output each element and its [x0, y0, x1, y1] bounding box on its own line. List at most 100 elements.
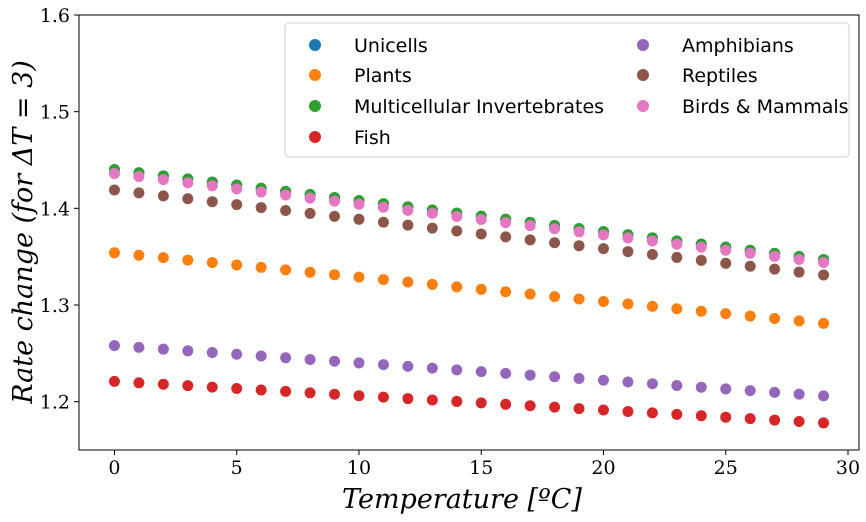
point-amphibians-26	[744, 385, 756, 397]
point-fish-1	[133, 377, 145, 389]
x-tick-label-25: 25	[714, 457, 738, 479]
point-fish-7	[280, 385, 292, 397]
point-plants-17	[524, 288, 536, 300]
point-fish-20	[597, 404, 609, 416]
point-birds-and-mammals-7	[280, 189, 292, 201]
point-amphibians-12	[402, 360, 414, 372]
point-plants-3	[182, 254, 194, 266]
x-tick-label-30: 30	[836, 457, 860, 479]
point-birds-and-mammals-23	[671, 238, 683, 250]
point-fish-25	[720, 411, 732, 423]
point-birds-and-mammals-21	[622, 232, 634, 244]
y-axis-ticks: 1.2 1.3 1.4 1.5 1.6	[40, 5, 79, 414]
point-reptiles-12	[402, 219, 414, 231]
point-amphibians-21	[622, 376, 634, 388]
point-reptiles-1	[133, 187, 145, 199]
x-axis-ticks: 0 5 10 15 20 25 30	[108, 450, 860, 479]
point-amphibians-17	[524, 369, 536, 381]
point-reptiles-8	[304, 207, 316, 219]
point-amphibians-2	[157, 343, 169, 355]
point-fish-14	[451, 395, 463, 407]
point-fish-12	[402, 393, 414, 405]
point-amphibians-23	[671, 379, 683, 391]
point-plants-24	[695, 305, 707, 317]
point-fish-21	[622, 405, 634, 417]
point-amphibians-22	[646, 378, 658, 390]
point-plants-20	[597, 295, 609, 307]
point-birds-and-mammals-15	[475, 214, 487, 226]
point-reptiles-28	[793, 266, 805, 278]
legend-box	[284, 22, 850, 158]
point-reptiles-24	[695, 254, 707, 266]
legend: Unicells Plants Multicellular Invertebrate…	[284, 22, 850, 158]
y-tick-label-1.5: 1.5	[40, 102, 70, 124]
point-amphibians-18	[549, 371, 561, 383]
y-tick-label-1.2: 1.2	[40, 392, 70, 414]
point-fish-10	[353, 390, 365, 402]
point-plants-23	[671, 303, 683, 315]
point-amphibians-20	[597, 374, 609, 386]
series-amphibians	[108, 340, 830, 402]
point-birds-and-mammals-2	[157, 174, 169, 186]
point-plants-12	[402, 276, 414, 288]
legend-marker-amphibians	[637, 39, 649, 51]
point-amphibians-24	[695, 381, 707, 393]
y-tick-label-1.4: 1.4	[40, 198, 70, 220]
point-plants-18	[549, 291, 561, 303]
point-reptiles-16	[500, 231, 512, 243]
x-tick-label-20: 20	[591, 457, 615, 479]
point-reptiles-14	[451, 225, 463, 237]
x-tick-label-15: 15	[469, 457, 493, 479]
point-reptiles-25	[720, 257, 732, 269]
point-reptiles-5	[231, 199, 243, 211]
point-birds-and-mammals-18	[549, 223, 561, 235]
point-plants-26	[744, 310, 756, 322]
point-plants-21	[622, 298, 634, 310]
point-birds-and-mammals-1	[133, 171, 145, 183]
point-reptiles-22	[646, 249, 658, 260]
point-reptiles-6	[255, 202, 267, 214]
point-birds-and-mammals-28	[793, 253, 805, 265]
point-plants-25	[720, 308, 732, 320]
point-fish-2	[157, 378, 169, 390]
point-fish-5	[231, 383, 243, 395]
legend-marker-multicellular-invertebrates	[309, 100, 321, 112]
point-amphibians-14	[451, 364, 463, 376]
point-fish-17	[524, 400, 536, 412]
series-fish	[108, 375, 830, 429]
point-plants-22	[646, 300, 658, 312]
point-reptiles-9	[329, 210, 341, 222]
y-axis-label: Rate change (for ΔT = 3)	[8, 60, 39, 405]
point-amphibians-13	[426, 362, 438, 374]
point-amphibians-9	[329, 355, 341, 367]
point-reptiles-13	[426, 222, 438, 234]
series-birds-and-mammals	[108, 168, 830, 268]
point-plants-8	[304, 266, 316, 278]
point-birds-and-mammals-17	[524, 220, 536, 232]
legend-label-amphibians: Amphibians	[682, 35, 794, 57]
series-plants	[108, 247, 830, 329]
point-birds-and-mammals-12	[402, 204, 414, 216]
point-birds-and-mammals-19	[573, 226, 585, 238]
point-amphibians-27	[769, 386, 781, 398]
point-reptiles-17	[524, 234, 536, 246]
point-amphibians-15	[475, 366, 487, 378]
point-plants-28	[793, 315, 805, 327]
legend-marker-birds-and-mammals	[637, 100, 649, 112]
point-fish-8	[304, 387, 316, 399]
point-birds-and-mammals-20	[597, 229, 609, 241]
point-reptiles-18	[549, 237, 561, 249]
point-birds-and-mammals-4	[206, 180, 218, 192]
point-plants-16	[500, 286, 512, 298]
point-fish-13	[426, 394, 438, 406]
legend-label-birds-and-mammals: Birds & Mammals	[682, 96, 849, 118]
point-fish-9	[329, 388, 341, 400]
point-plants-11	[377, 274, 389, 286]
legend-label-multicellular-invertebrates: Multicellular Invertebrates	[354, 96, 604, 118]
point-fish-23	[671, 408, 683, 420]
point-reptiles-27	[769, 263, 781, 275]
point-fish-18	[549, 401, 561, 413]
point-reptiles-2	[157, 190, 169, 202]
x-axis-label: Temperature [ºC]	[342, 484, 582, 515]
